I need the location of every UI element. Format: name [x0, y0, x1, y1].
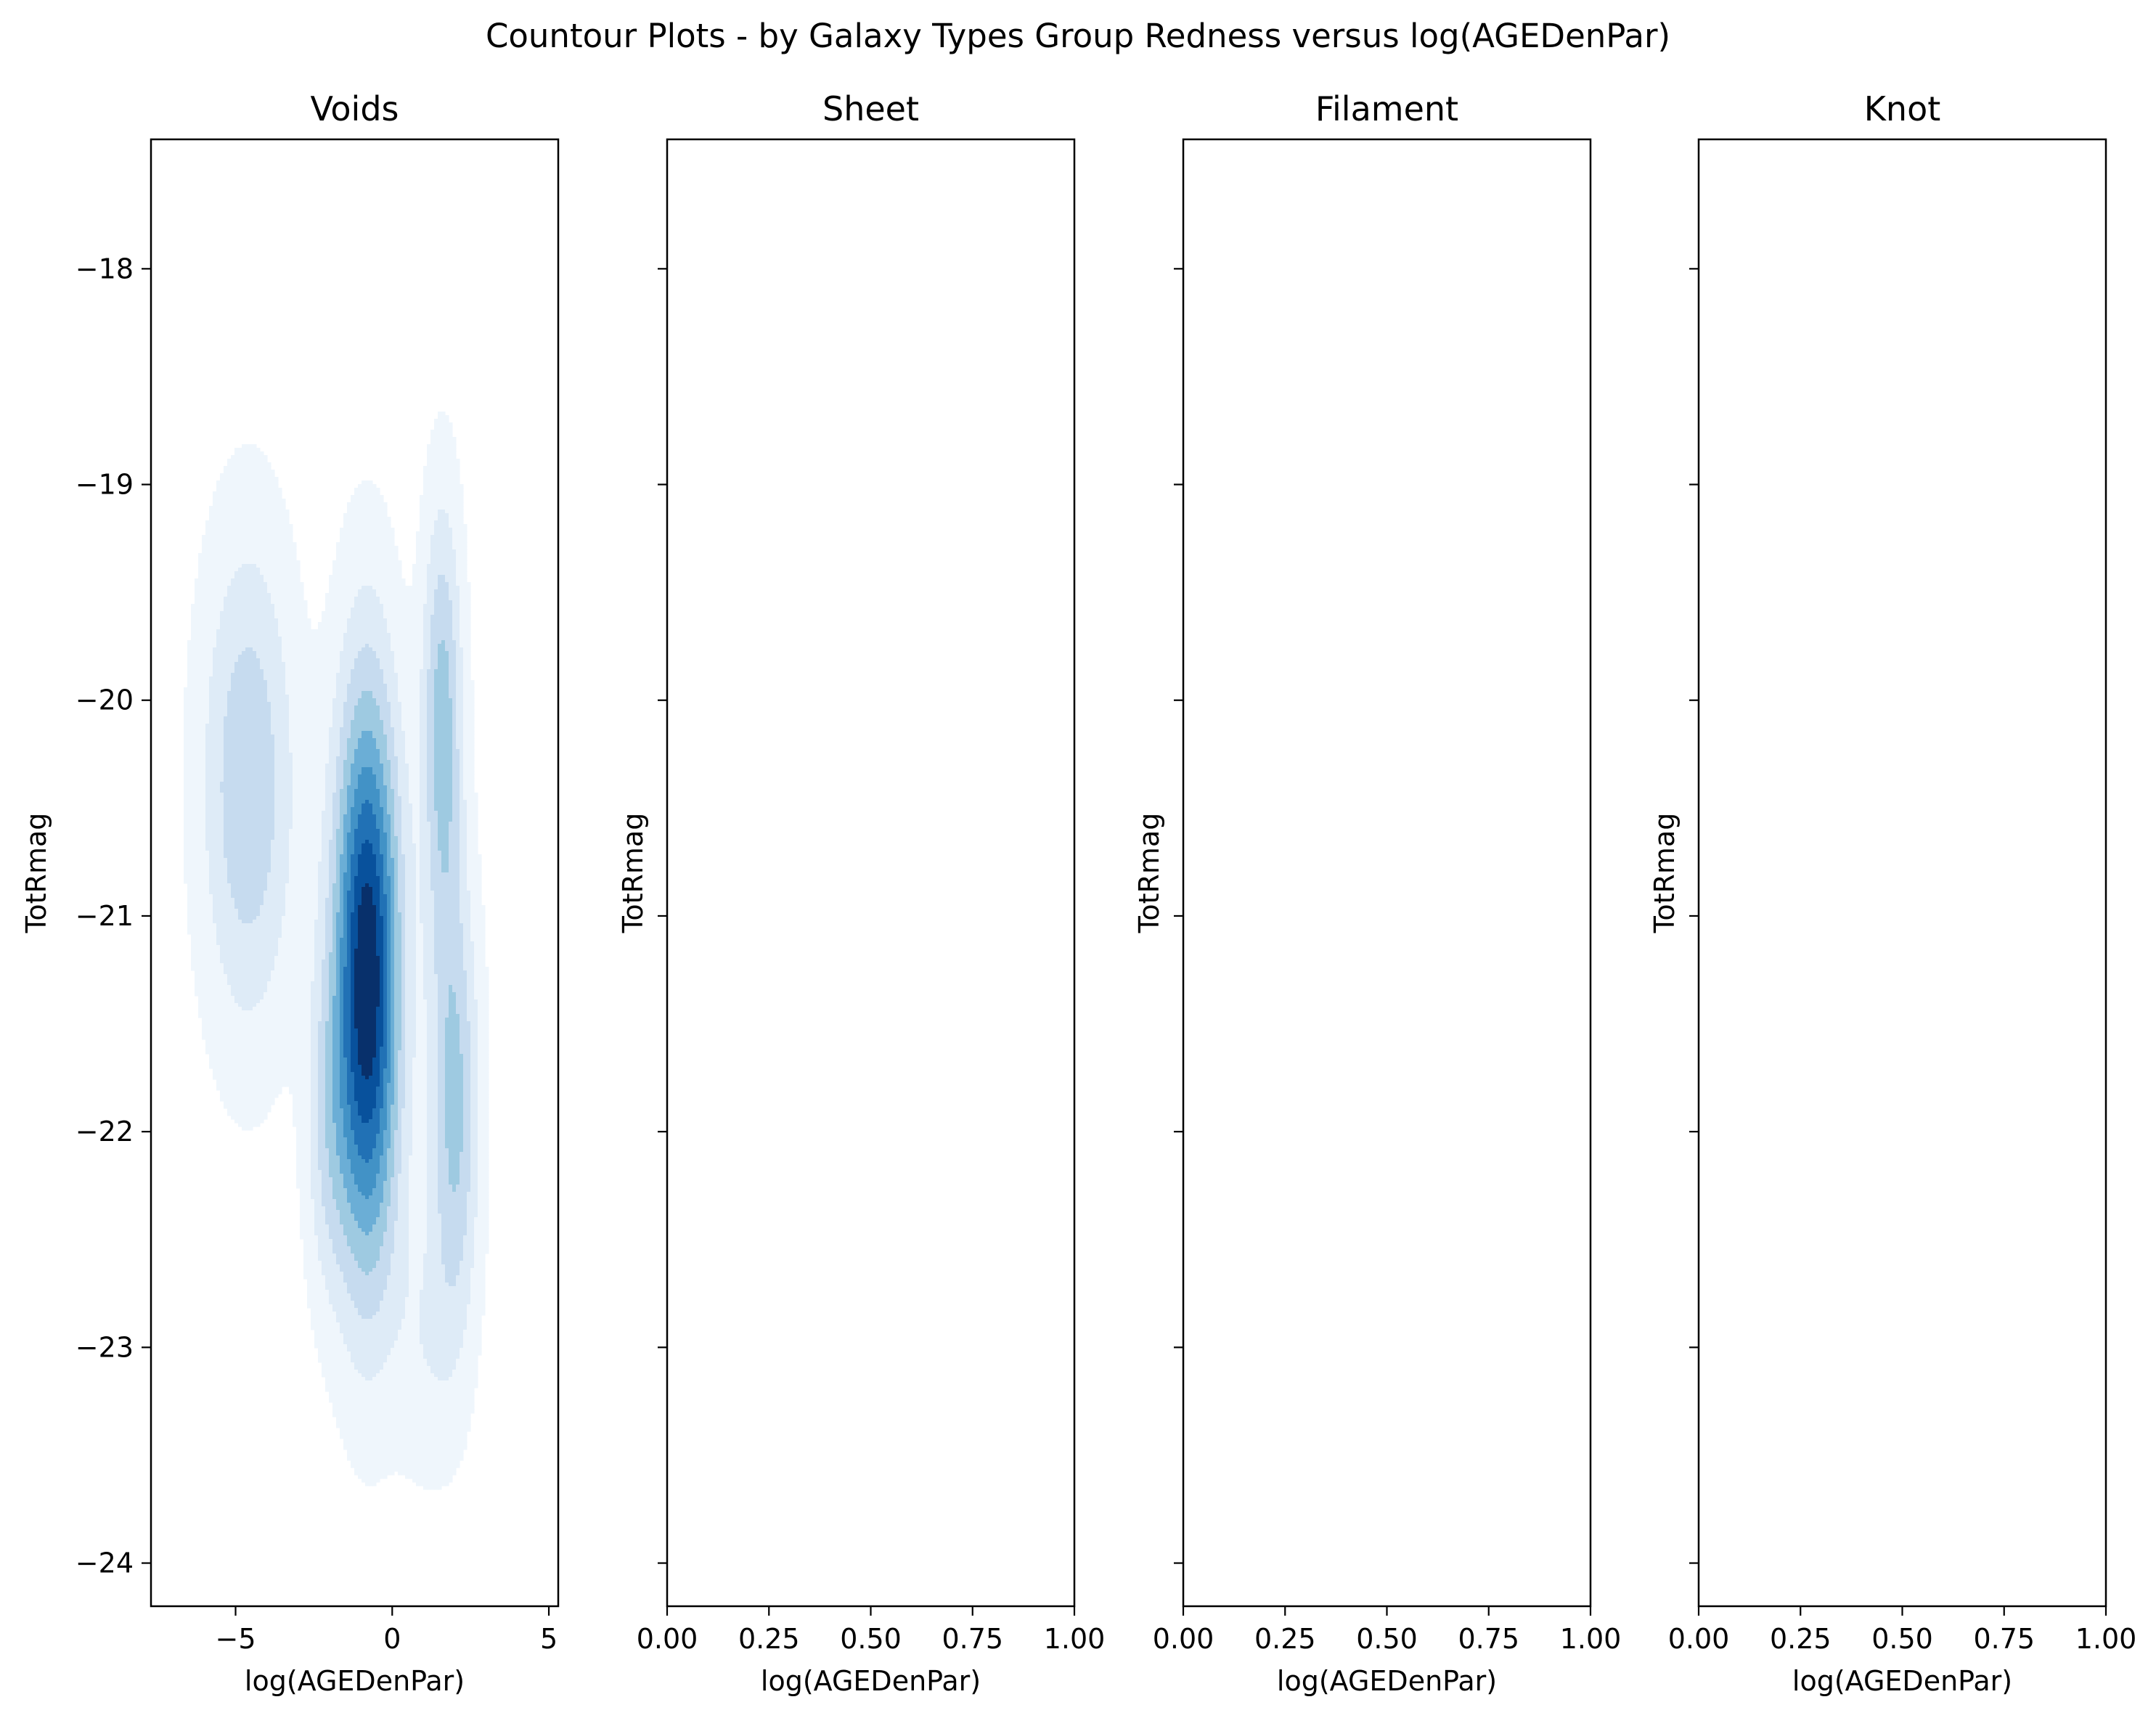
subplot-title: Sheet [822, 89, 919, 128]
subplot-filament: Filament 0.00 0.25 0.50 0.75 1.00 log(AGEDenPa… [1133, 89, 1621, 1697]
x-tick-label: 0.50 [1356, 1623, 1418, 1655]
y-tick-label: −18 [75, 253, 134, 285]
figure-title: Countour Plots - by Galaxy Types Group R… [486, 17, 1670, 55]
axes-frame [1182, 138, 1592, 1608]
y-tick-label: −23 [75, 1331, 134, 1363]
y-tick-label: −20 [75, 684, 134, 716]
subplot-grid: Voids −18 −19 −20 −21 −22 −23 −24 −5 0 5 log(AGEDen… [20, 89, 2136, 1697]
subplot-title: Voids [311, 89, 399, 128]
y-axis-label: TotRmag [20, 813, 52, 934]
x-tick-label: 1.00 [2075, 1623, 2137, 1655]
density-contours [184, 412, 489, 1490]
y-tick-label: −19 [75, 469, 134, 501]
x-axis-label: log(AGEDenPar) [1277, 1665, 1497, 1697]
x-tick-label: 0.50 [840, 1623, 902, 1655]
subplot-sheet: Sheet 0.00 0.25 0.50 0.75 1.00 log(AGEDenPar) T… [617, 89, 1105, 1697]
y-axis-label: TotRmag [1133, 813, 1165, 934]
x-tick-label: 0.00 [1153, 1623, 1214, 1655]
x-tick-label: 0.75 [942, 1623, 1003, 1655]
y-tick-label: −21 [75, 900, 134, 932]
x-axis-label: log(AGEDenPar) [245, 1665, 465, 1697]
subplot-voids: Voids −18 −19 −20 −21 −22 −23 −24 −5 0 5 log(AGEDen… [20, 89, 560, 1697]
x-tick-label: 0.00 [1668, 1623, 1730, 1655]
x-tick-label: 0.00 [637, 1623, 698, 1655]
x-tick-label: −5 [215, 1623, 256, 1655]
x-tick-label: 1.00 [1044, 1623, 1106, 1655]
x-tick-label: 1.00 [1560, 1623, 1622, 1655]
y-axis-label: TotRmag [617, 813, 649, 934]
x-tick-label: 0.25 [1254, 1623, 1316, 1655]
subplot-title: Filament [1315, 89, 1458, 128]
x-tick-label: 0.25 [1770, 1623, 1832, 1655]
y-tick-label: −24 [75, 1547, 134, 1579]
x-axis-label: log(AGEDenPar) [1792, 1665, 2012, 1697]
x-tick-label: 0.75 [1973, 1623, 2035, 1655]
subplot-knot: Knot 0.00 0.25 0.50 0.75 1.00 log(AGEDenPar) To… [1649, 89, 2136, 1697]
x-tick-label: 5 [540, 1623, 558, 1655]
x-tick-label: 0 [383, 1623, 401, 1655]
axes-frame [666, 138, 1076, 1608]
axes-frame [150, 138, 560, 1608]
x-tick-label: 0.25 [738, 1623, 800, 1655]
x-axis-label: log(AGEDenPar) [761, 1665, 981, 1697]
y-tick-label: −22 [75, 1116, 134, 1148]
axes-frame [1697, 138, 2107, 1608]
subplot-title: Knot [1864, 89, 1941, 128]
x-tick-label: 0.50 [1871, 1623, 1933, 1655]
y-axis-label: TotRmag [1649, 813, 1681, 934]
x-tick-label: 0.75 [1458, 1623, 1519, 1655]
